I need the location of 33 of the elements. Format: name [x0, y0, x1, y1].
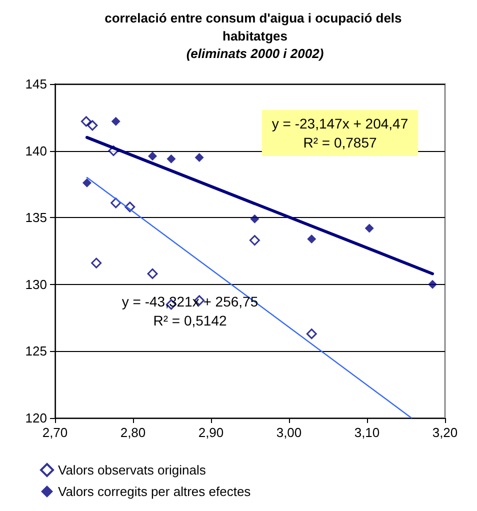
point: [91, 258, 102, 268]
point: [250, 214, 260, 224]
point: [428, 280, 438, 289]
y-tick-label: 140: [25, 143, 47, 158]
chart-subtitle: (eliminats 2000 i 2002): [186, 46, 324, 61]
x-tick-label: 2,90: [198, 425, 224, 440]
point: [306, 328, 317, 340]
x-tick-label: 3,20: [432, 425, 458, 440]
x-tick-label: 3,10: [354, 425, 380, 440]
point: [87, 120, 98, 131]
annotation: y = -23,147x + 204,47 R² = 0,7857: [272, 116, 408, 150]
point: [307, 234, 316, 244]
point: [111, 116, 120, 126]
point: [110, 198, 122, 208]
y-tick-label: 135: [25, 210, 47, 226]
y-tick-label: 130: [25, 276, 47, 292]
point: [194, 152, 204, 162]
point: [166, 154, 176, 164]
x-tick-label: 2,70: [42, 425, 68, 440]
legend-label: Valors corregits per altres efectes: [58, 484, 252, 499]
y-tick-label: 125: [25, 344, 47, 359]
x-tick-label: 3,00: [276, 425, 302, 440]
x-tick-label: 2,80: [120, 425, 146, 440]
point: [249, 235, 260, 246]
point: [82, 178, 92, 188]
y-tick-label: 120: [25, 410, 47, 426]
point: [80, 116, 92, 127]
chart-title: correlació entre consum d'aigua i ocupació dels habitatges: [104, 10, 406, 44]
point: [147, 268, 158, 279]
point: [148, 152, 157, 161]
y-tick-label: 145: [25, 76, 47, 92]
legend-label: Valors observats originals: [58, 462, 206, 478]
point: [364, 224, 374, 233]
